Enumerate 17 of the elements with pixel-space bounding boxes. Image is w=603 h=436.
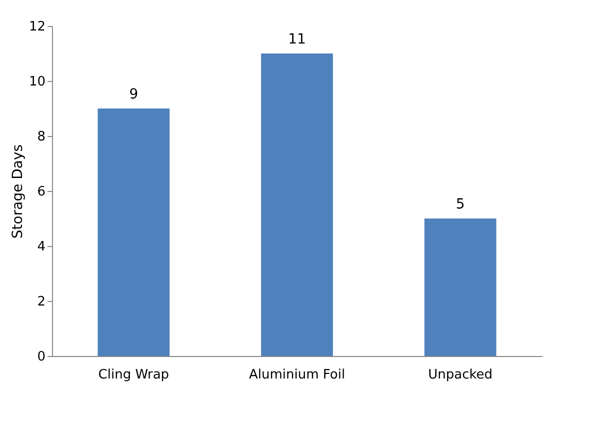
x-tick-label: Cling Wrap (98, 368, 170, 382)
bar (98, 108, 170, 356)
bar (261, 54, 333, 356)
data-label: 5 (456, 196, 465, 212)
data-label: 9 (129, 86, 138, 102)
y-tick-label: 10 (28, 74, 46, 90)
y-tick-label: 0 (37, 350, 46, 364)
y-tick-label: 8 (37, 130, 46, 144)
y-tick-label: 2 (37, 294, 46, 310)
y-axis-title: Storage Days (10, 144, 26, 239)
bar (424, 218, 496, 356)
x-tick-label: Aluminium Foil (248, 368, 346, 382)
x-tick-label: Unpacked (428, 368, 493, 382)
data-label: 11 (288, 32, 306, 48)
y-tick-label: 4 (37, 240, 46, 254)
y-tick-label: 6 (37, 184, 46, 200)
y-tick-label: 12 (28, 20, 46, 34)
